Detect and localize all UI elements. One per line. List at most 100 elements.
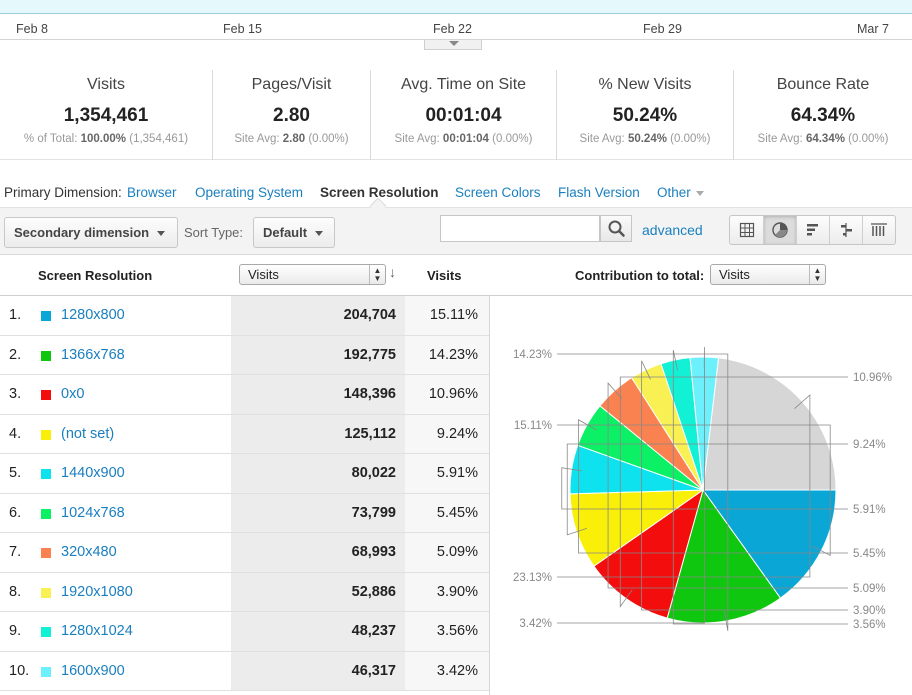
table-row[interactable]: 9. 1280x1024 48,237 3.56%: [0, 612, 489, 652]
metric-value: 50.24%: [612, 105, 678, 126]
bar-chart-icon: [807, 224, 818, 236]
pie-slice-label: 3.56%: [853, 619, 886, 631]
resolution-link[interactable]: 1440x900: [61, 465, 125, 481]
pct-value: 10.96%: [428, 386, 478, 402]
pct-value: 3.42%: [436, 662, 478, 679]
color-swatch: [41, 390, 51, 400]
resolution-link[interactable]: 1280x1024: [61, 623, 133, 639]
visits-value: 73,799: [351, 504, 396, 521]
pie-label-leader: [641, 360, 848, 611]
visits-cell-bg: [231, 335, 405, 374]
dimension-screen-resolution[interactable]: Screen Resolution: [320, 185, 439, 200]
metric-select-value: Visits: [248, 267, 279, 282]
table-view-button[interactable]: [730, 216, 763, 244]
table-row[interactable]: 6. 1024x768 73,799 5.45%: [0, 493, 489, 533]
resolution-link[interactable]: (not set): [61, 425, 115, 442]
resolution-link[interactable]: 1280x800: [61, 307, 125, 323]
metric-summary: Visits 1,354,461 % of Total: 100.00% (1,…: [0, 70, 912, 160]
sort-type-dropdown[interactable]: Default: [253, 217, 335, 248]
visits-value: 148,396: [343, 386, 396, 402]
timeline-graph: [0, 0, 912, 14]
graph-collapse-handle[interactable]: [424, 40, 482, 50]
metric-label: Bounce Rate: [776, 76, 870, 93]
table-row[interactable]: 3. 0x0 148,396 10.96%: [0, 375, 489, 415]
row-index: 3.: [9, 386, 22, 402]
metric-new-visits[interactable]: % New Visits 50.24% Site Avg: 50.24% (0.…: [556, 70, 733, 160]
color-swatch: [41, 469, 51, 479]
secondary-dimension-dropdown[interactable]: Secondary dimension: [4, 217, 178, 248]
dimension-other-dropdown[interactable]: Other: [657, 185, 704, 200]
visits-value: 48,237: [351, 623, 396, 639]
pie-slice-label: 10.96%: [853, 372, 892, 384]
pie-label-leader: [619, 376, 848, 608]
metric-bounce-rate[interactable]: Bounce Rate 64.34% Site Avg: 64.34% (0.0…: [733, 70, 912, 160]
select-stepper-icon: ▲ ▼: [809, 265, 825, 284]
column-header-visits[interactable]: Visits: [427, 268, 462, 283]
dimension-browser[interactable]: Browser: [127, 185, 177, 200]
contribution-label: Contribution to total:: [575, 268, 705, 283]
row-index: 1.: [9, 307, 22, 323]
timeline-date-label: Feb 29: [643, 22, 682, 36]
pie-slice-label: 3.90%: [853, 605, 886, 617]
metric-label: Avg. Time on Site: [400, 76, 527, 93]
pie-label-leader: [557, 347, 705, 624]
primary-dimension-label: Primary Dimension:: [4, 185, 122, 200]
dimension-flash-version[interactable]: Flash Version: [558, 185, 640, 200]
resolution-link[interactable]: 320x480: [61, 544, 117, 560]
resolution-link[interactable]: 1600x900: [61, 662, 125, 679]
table-header: Screen Resolution Visits ▲ ▼ Visits Contr…: [0, 255, 912, 296]
resolution-link[interactable]: 1024x768: [61, 504, 125, 521]
pie-slice-label: 3.42%: [519, 618, 552, 630]
row-index: 9.: [9, 623, 22, 639]
pct-cell-bg: [405, 375, 489, 414]
visits-value: 80,022: [351, 465, 396, 481]
metric-select[interactable]: Visits ▲ ▼: [239, 264, 386, 285]
sort-type-value: Default: [263, 225, 308, 240]
table-row[interactable]: 10. 1600x900 46,317 3.42%: [0, 651, 489, 691]
comparison-view-button[interactable]: [829, 216, 862, 244]
pct-cell-bg: [405, 533, 489, 572]
dimension-operating-system[interactable]: Operating System: [195, 185, 304, 200]
pct-value: 5.09%: [436, 544, 478, 560]
resolution-link[interactable]: 1920x1080: [61, 583, 133, 600]
grid-icon: [739, 222, 754, 238]
pct-cell-bg: [405, 414, 489, 453]
select-stepper-icon: ▲ ▼: [369, 265, 385, 284]
search-icon: [608, 220, 625, 237]
table-filter-input[interactable]: [440, 215, 600, 242]
pie-slice[interactable]: [702, 357, 837, 491]
pivot-view-button[interactable]: [862, 216, 895, 244]
chevron-down-icon: [695, 190, 704, 196]
table-row[interactable]: 8. 1920x1080 52,886 3.90%: [0, 572, 489, 612]
table-row[interactable]: 1. 1280x800 204,704 15.11%: [0, 296, 489, 336]
pie-view-button[interactable]: [763, 216, 796, 244]
search-button[interactable]: [600, 215, 632, 242]
pie-slice-label: 9.24%: [853, 439, 886, 451]
advanced-filter-link[interactable]: advanced: [642, 222, 703, 238]
resolution-link[interactable]: 0x0: [61, 386, 85, 402]
visits-value: 52,886: [351, 583, 396, 600]
pie-label-leader: [566, 443, 848, 536]
metric-avg-time-on-site[interactable]: Avg. Time on Site 00:01:04 Site Avg: 00:…: [370, 70, 556, 160]
table-row[interactable]: 4. (not set) 125,112 9.24%: [0, 414, 489, 454]
dimension-screen-colors[interactable]: Screen Colors: [455, 185, 541, 200]
table-row[interactable]: 5. 1440x900 80,022 5.91%: [0, 454, 489, 494]
contribution-select[interactable]: Visits ▲ ▼: [710, 264, 826, 285]
pie-slice-label: 5.91%: [853, 504, 886, 516]
resolution-link[interactable]: 1366x768: [61, 346, 125, 363]
metric-pages-per-visit[interactable]: Pages/Visit 2.80 Site Avg: 2.80 (0.00%): [212, 70, 370, 160]
metric-visits[interactable]: Visits 1,354,461 % of Total: 100.00% (1,…: [0, 70, 212, 160]
dimension-other-label: Other: [657, 185, 691, 200]
column-header-screen-resolution[interactable]: Screen Resolution: [38, 268, 153, 283]
sort-descending-icon[interactable]: ↓: [389, 264, 396, 280]
pie-label-leader: [672, 350, 848, 625]
pct-cell-bg: [405, 651, 489, 690]
pie-slice-label: 5.45%: [853, 548, 886, 560]
table-row[interactable]: 2. 1366x768 192,775 14.23%: [0, 335, 489, 375]
bar-view-button[interactable]: [796, 216, 829, 244]
table-row[interactable]: 7. 320x480 68,993 5.09%: [0, 533, 489, 573]
color-swatch: [41, 666, 51, 677]
pie-label-leader: [578, 419, 848, 554]
pie-chart: 15.11% 14.23% 10.96% 9.24% 5.91% 5.45% 5.09% 3.…: [490, 296, 912, 695]
chevron-down-icon: [315, 231, 324, 237]
